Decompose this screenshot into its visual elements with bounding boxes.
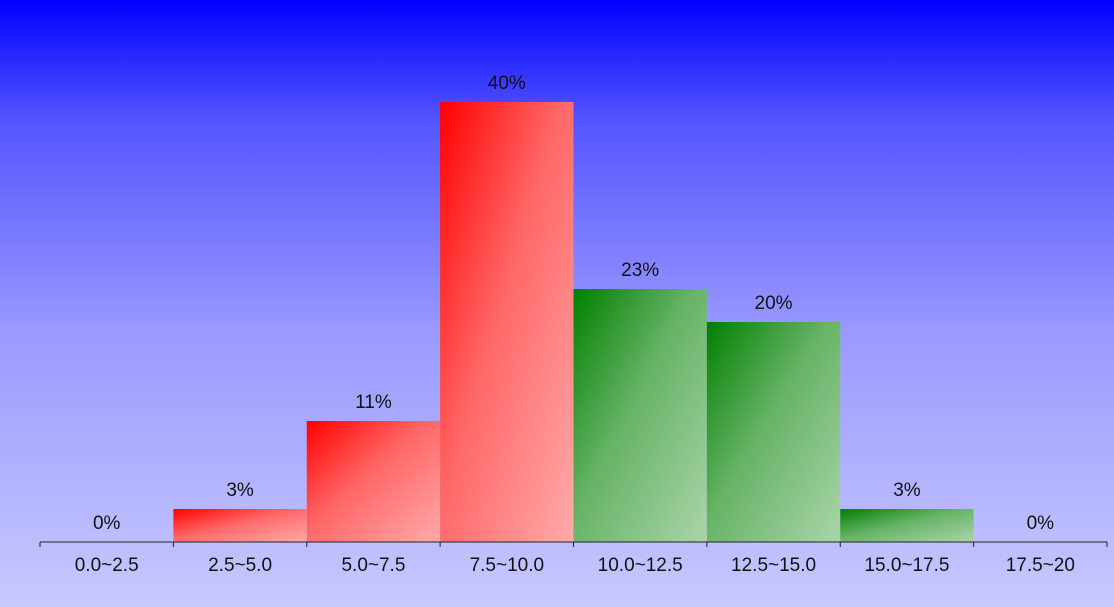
x-tick-label-2.5~5.0: 2.5~5.0 (208, 555, 272, 576)
x-tick-label-10.0~12.5: 10.0~12.5 (598, 555, 683, 576)
data-label-12.5~15.0: 20% (755, 293, 793, 314)
x-tick-label-15.0~17.5: 15.0~17.5 (864, 555, 949, 576)
data-label-5.0~7.5: 11% (355, 392, 392, 413)
x-axis: 0.0~2.5 2.5~5.0 5.0~7.5 7.5~10.0 10.0~12.5 12… (39, 541, 1108, 576)
x-tick-label-12.5~15.0: 12.5~15.0 (731, 555, 816, 576)
bar-7.5~10.0 (440, 102, 574, 542)
bar-15.0~17.5 (840, 509, 974, 542)
data-label-2.5~5.0: 3% (226, 480, 254, 501)
x-tick-label-7.5~10.0: 7.5~10.0 (470, 555, 545, 576)
bar-12.5~15.0 (706, 322, 841, 542)
value-labels-group: 0% 3% 11% 40% 23% 20% 3% 0% (93, 73, 1054, 534)
data-label-0.0~2.5: 0% (93, 513, 121, 534)
x-tick-label-17.5~20: 17.5~20 (1006, 555, 1075, 576)
bar-10.0~12.5 (573, 289, 707, 542)
bar-2.5~5.0 (173, 509, 307, 542)
data-label-10.0~12.5: 23% (621, 260, 659, 281)
data-label-7.5~10.0: 40% (488, 73, 526, 94)
bar-5.0~7.5 (306, 421, 441, 542)
x-tick-label-5.0~7.5: 5.0~7.5 (341, 555, 405, 576)
bars-group (173, 102, 974, 542)
data-label-17.5~20: 0% (1027, 513, 1055, 534)
data-label-15.0~17.5: 3% (893, 480, 921, 501)
x-tick-label-0.0~2.5: 0.0~2.5 (75, 555, 139, 576)
